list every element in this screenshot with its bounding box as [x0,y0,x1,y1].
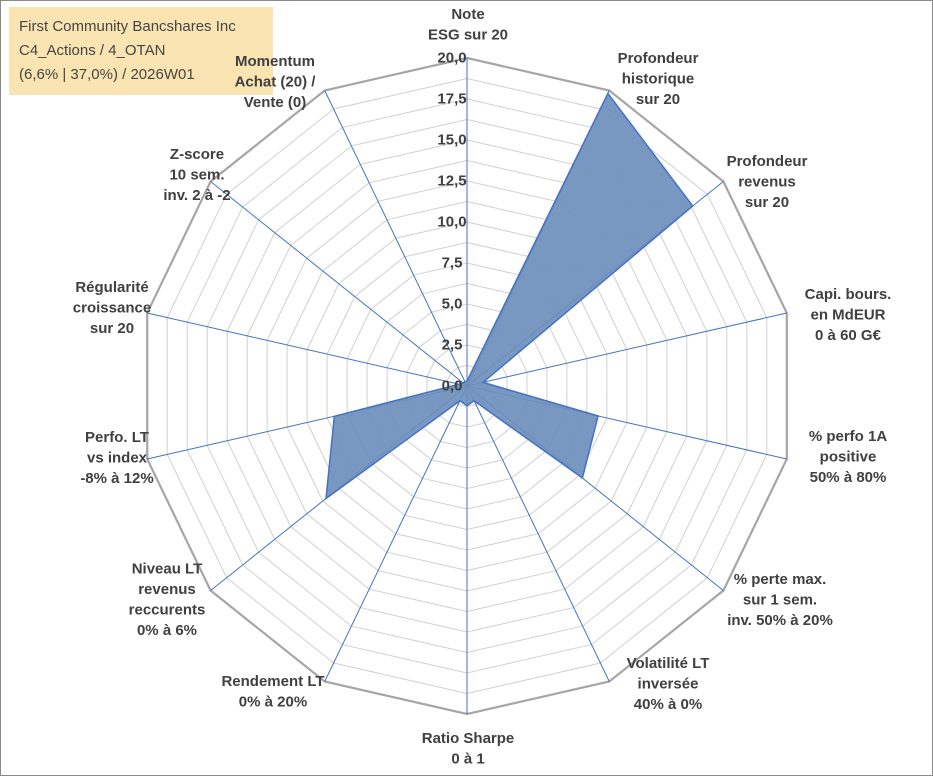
radial-tick-label: 2,5 [442,337,463,354]
radial-tick-label: 12,5 [437,173,466,190]
axis-category-label: Momentum Achat (20) / Vente (0) [235,53,317,111]
axis-category-label: Note ESG sur 20 [428,6,508,44]
axis-category-label: Niveau LT revenus reccurents 0% à 6% [129,561,206,640]
radar-axis-spoke [147,312,468,387]
radar-axis-spoke [466,385,610,682]
radial-tick-label: 15,0 [437,132,466,149]
axis-category-label: Ratio Sharpe 0 à 1 [422,730,515,768]
company-name-label: First Community Bancshares Inc [19,18,236,35]
axis-category-label: Capi. bours. en MdEUR 0 à 60 G€ [805,286,892,344]
radar-axis-spoke [324,90,468,387]
portfolio-path-label: C4_Actions / 4_OTAN [19,42,166,59]
radial-tick-label: 20,0 [437,50,466,67]
axis-category-label: Rendement LT 0% à 20% [221,673,324,711]
axis-category-label: Profondeur historique sur 20 [618,50,699,108]
weights-week-label: (6,6% | 37,0%) / 2026W01 [19,66,195,83]
axis-category-label: Perfo. LT vs index -8% à 12% [80,429,153,487]
axis-category-label: Régularité croissance sur 20 [73,279,151,337]
radial-tick-label: 10,0 [437,214,466,231]
axis-category-label: Z-score 10 sem. inv. 2 à -2 [163,146,230,204]
chart-title-box: First Community Bancshares Inc C4_Action… [9,7,273,95]
axis-category-label: % perte max. sur 1 sem. inv. 50% à 20% [727,571,833,629]
radar-axis-spoke [324,385,468,682]
radar-axis-spoke [466,312,787,387]
radial-tick-label: 0,0 [442,378,463,395]
radial-tick-label: 17,5 [437,91,466,108]
data-series-polygon [325,91,694,501]
axis-category-label: Profondeur revenus sur 20 [727,153,808,211]
radar-axis-spoke [210,181,468,387]
axis-category-label: % perfo 1A positive 50% à 80% [809,428,888,486]
radial-tick-label: 5,0 [442,296,463,313]
axis-category-label: Volatilité LT inversée 40% à 0% [627,655,710,713]
radial-tick-label: 7,5 [442,255,463,272]
